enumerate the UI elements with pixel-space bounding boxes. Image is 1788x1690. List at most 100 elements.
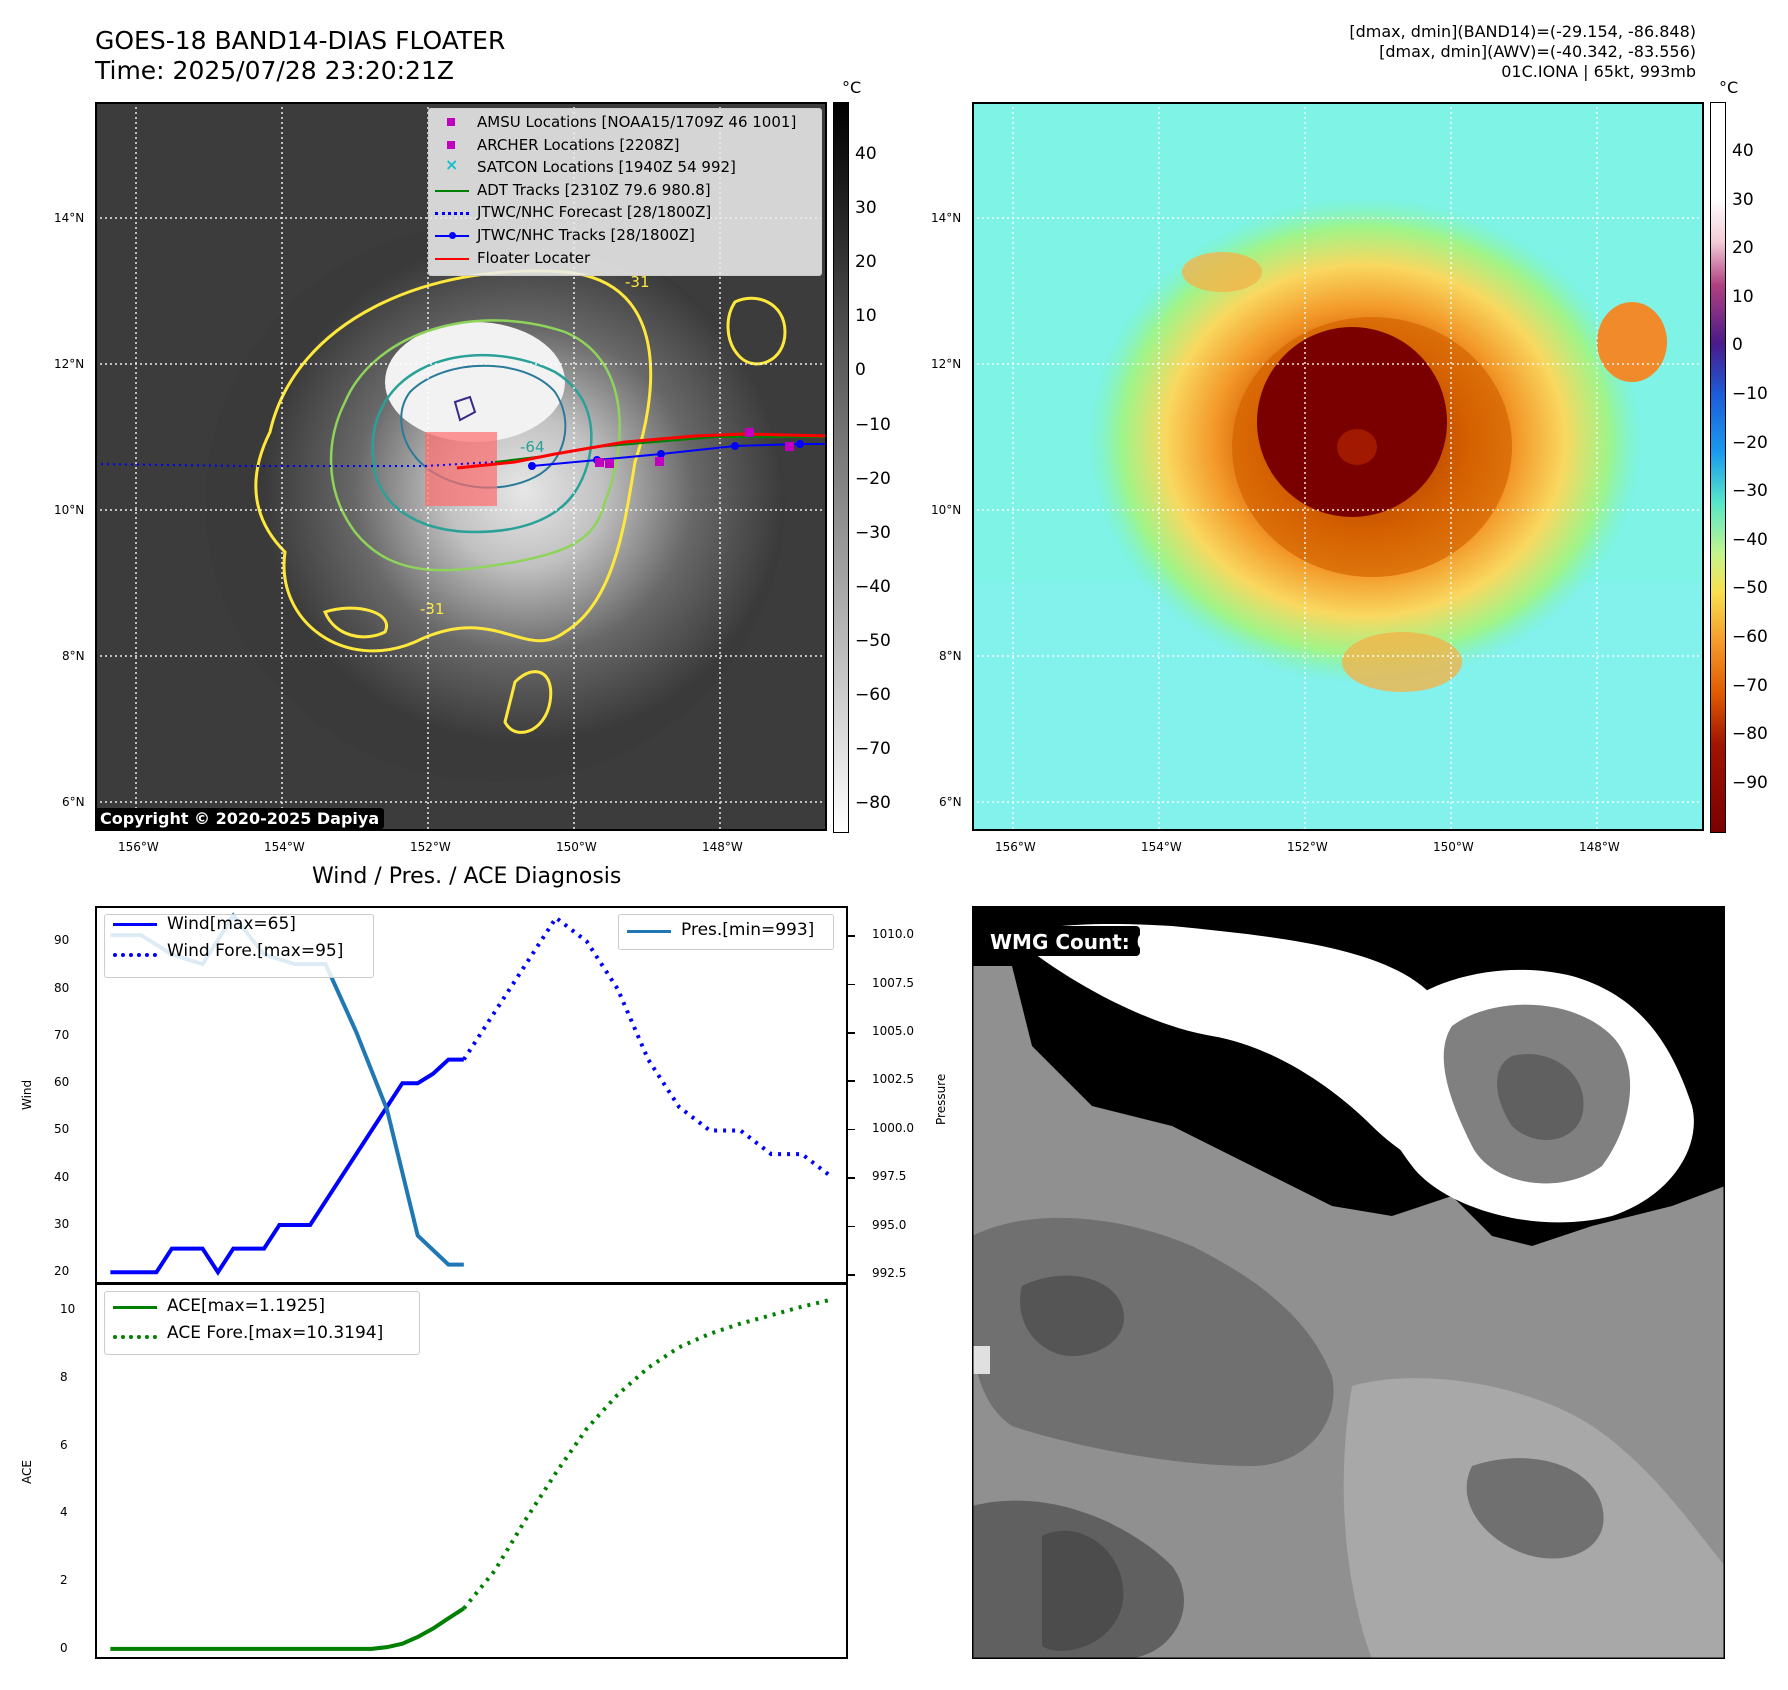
colorbar-tick: 20 <box>855 252 877 273</box>
pressure-tick-mark <box>848 935 855 937</box>
pressure-tick-label: 1007.5 <box>872 975 914 990</box>
wind-axis-label: Wind <box>20 1079 34 1110</box>
legend-label: Floater Locater <box>477 248 591 267</box>
legend-label: JTWC/NHC Forecast [28/1800Z] <box>477 203 712 222</box>
awv-map-frame <box>972 102 1704 831</box>
lat-tick: 12°N <box>931 357 962 371</box>
pressure-tick-label: 995.0 <box>872 1217 907 1232</box>
pressure-tick-label: 1002.5 <box>872 1072 914 1087</box>
lon-tick: 152°W <box>1287 840 1328 854</box>
colorbar-right <box>1710 102 1726 833</box>
legend-swatch <box>435 232 469 239</box>
contour-label-2: -64 <box>520 438 545 456</box>
info-line-3: 01C.IONA | 65kt, 993mb <box>1501 62 1696 81</box>
legend-swatch <box>447 118 455 126</box>
map-legend-item: Floater Locater <box>429 249 819 269</box>
pressure-tick-label: 1010.0 <box>872 927 914 942</box>
map-legend-item: × SATCON Locations [1940Z 54 992] <box>429 155 819 178</box>
legend-label: ARCHER Locations [2208Z] <box>477 135 680 154</box>
lat-tick: 6°N <box>939 795 962 809</box>
wind-tick-label: 50 <box>54 1122 70 1137</box>
pressure-tick-mark <box>848 1225 855 1228</box>
ace-chart <box>95 1283 848 1659</box>
lat-tick: 6°N <box>62 795 85 809</box>
ace-legend: ACE[max=1.1925] ACE Fore.[max=10.3194] <box>104 1291 420 1355</box>
map-legend-item: ARCHER Locations [2208Z] <box>429 136 819 156</box>
map-legend-item: JTWC/NHC Tracks [28/1800Z] <box>429 226 819 246</box>
series-line <box>110 1606 465 1651</box>
colorbar-tick: −80 <box>1732 724 1768 745</box>
title-line-2: Time: 2025/07/28 23:20:21Z <box>95 56 454 85</box>
awv-map <box>972 102 1704 831</box>
legend-ace: ACE[max=1.1925] <box>167 1296 325 1316</box>
lat-tick: 8°N <box>939 649 962 663</box>
colorbar-left-unit: °C <box>842 78 862 97</box>
lat-tick: 10°N <box>54 503 85 517</box>
lat-tick: 14°N <box>54 211 85 225</box>
legend-swatch <box>435 189 469 192</box>
ace-chart-frame <box>95 1283 848 1659</box>
forecast-track <box>95 461 496 467</box>
wind-tick-label: 30 <box>54 1216 70 1231</box>
legend-pres: Pres.[min=993] <box>681 920 815 940</box>
colorbar-tick: −90 <box>1732 772 1768 793</box>
lat-tick: 14°N <box>931 211 962 225</box>
series-line <box>110 1057 464 1276</box>
info-line-1: [dmax, dmin](BAND14)=(-29.154, -86.848) <box>1349 22 1696 41</box>
pressure-tick-label: 1000.0 <box>872 1120 914 1135</box>
lat-tick: 8°N <box>62 649 85 663</box>
colorbar-tick: −20 <box>855 468 891 489</box>
map-legend-item: JTWC/NHC Forecast [28/1800Z] <box>429 203 819 223</box>
legend-wind-fore: Wind Fore.[max=95] <box>167 941 344 961</box>
legend-label: ADT Tracks [2310Z 79.6 980.8] <box>477 180 711 199</box>
lon-tick: 152°W <box>410 840 451 854</box>
series-line <box>462 1297 834 1610</box>
colorbar-tick: −30 <box>855 522 891 543</box>
colorbar-tick: −40 <box>1732 529 1768 550</box>
ace-axis-label: ACE <box>20 1460 34 1484</box>
colorbar-tick: −10 <box>855 414 891 435</box>
legend-swatch: × <box>445 155 459 175</box>
ir-map-frame <box>95 102 827 831</box>
colorbar-tick: −70 <box>855 739 891 760</box>
map-legend: AMSU Locations [NOAA15/1709Z 46 1001] ARC… <box>428 108 822 276</box>
colorbar-tick: −30 <box>1732 481 1768 502</box>
lon-tick: 156°W <box>118 840 159 854</box>
colorbar-tick: 10 <box>1732 286 1754 307</box>
title-line-1: GOES-18 BAND14-DIAS FLOATER <box>95 26 506 55</box>
lat-tick: 10°N <box>931 503 962 517</box>
lon-tick: 148°W <box>1579 840 1620 854</box>
map-legend-item: ADT Tracks [2310Z 79.6 980.8] <box>429 181 819 201</box>
pressure-tick-mark <box>848 1177 855 1179</box>
wmg-count-label: WMG Count: 0 <box>990 930 1151 954</box>
colorbar-tick: 0 <box>855 360 866 381</box>
legend-label: SATCON Locations [1940Z 54 992] <box>477 158 736 177</box>
pressure-tick-mark <box>848 1274 855 1276</box>
wind-tick-label: 40 <box>54 1169 70 1184</box>
colorbar-left <box>833 102 849 833</box>
pressure-legend: Pres.[min=993] <box>618 914 834 950</box>
pressure-tick-label: 997.5 <box>872 1169 907 1184</box>
series-line <box>462 914 834 1180</box>
legend-wind: Wind[max=65] <box>167 914 296 934</box>
ace-tick-label: 10 <box>60 1302 76 1317</box>
wmg-panel: WMG Count: 0 <box>972 906 1725 1659</box>
colorbar-tick: −40 <box>855 576 891 597</box>
ace-tick-label: 6 <box>60 1437 68 1452</box>
contour-label-1: -31 <box>625 273 650 291</box>
lon-tick: 150°W <box>1433 840 1474 854</box>
colorbar-tick: −20 <box>1732 432 1768 453</box>
pressure-tick-mark <box>848 1128 855 1131</box>
colorbar-tick: 10 <box>855 306 877 327</box>
ace-tick-label: 2 <box>60 1573 68 1588</box>
colorbar-tick: −50 <box>855 630 891 651</box>
ace-tick-label: 4 <box>60 1505 68 1520</box>
ace-tick-label: 0 <box>60 1640 68 1655</box>
lon-tick: 154°W <box>264 840 305 854</box>
pressure-tick-label: 1005.0 <box>872 1024 914 1038</box>
lon-tick: 148°W <box>702 840 743 854</box>
lat-tick: 12°N <box>54 357 85 371</box>
colorbar-tick: 30 <box>855 198 877 219</box>
colorbar-tick: −80 <box>855 793 891 814</box>
lon-tick: 154°W <box>1141 840 1182 854</box>
